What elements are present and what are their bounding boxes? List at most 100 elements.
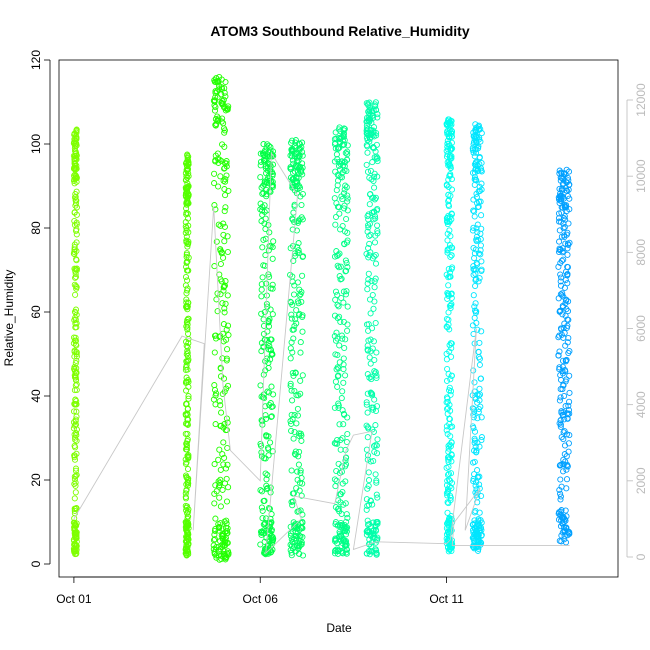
data-point xyxy=(297,339,304,346)
data-point xyxy=(183,186,190,193)
data-point xyxy=(473,142,480,149)
data-point xyxy=(220,321,227,328)
data-point xyxy=(474,326,481,333)
data-point xyxy=(343,184,350,191)
data-point xyxy=(217,402,224,409)
data-point xyxy=(476,473,483,480)
data-point xyxy=(366,240,373,247)
data-point xyxy=(476,250,483,257)
data-point xyxy=(267,356,274,363)
data-point xyxy=(370,305,377,312)
data-point xyxy=(557,325,565,332)
data-point xyxy=(268,535,275,542)
data-point xyxy=(215,221,222,228)
data-point xyxy=(447,172,454,179)
data-point xyxy=(70,334,78,341)
data-point xyxy=(444,489,451,496)
data-point xyxy=(555,334,562,341)
data-point xyxy=(257,541,264,548)
data-point xyxy=(183,444,190,451)
data-point xyxy=(212,78,219,85)
data-point xyxy=(374,534,381,541)
data-point xyxy=(370,124,378,131)
y2-tick-label: 6000 xyxy=(634,315,648,342)
data-point xyxy=(73,413,80,420)
data-point xyxy=(344,327,351,334)
data-point xyxy=(185,161,192,168)
data-point xyxy=(342,372,349,379)
data-point xyxy=(564,270,571,278)
data-point xyxy=(444,151,451,158)
data-point xyxy=(566,529,573,537)
data-point xyxy=(73,129,80,136)
data-point xyxy=(340,421,347,428)
data-point xyxy=(289,226,296,233)
data-point xyxy=(182,366,189,374)
data-point xyxy=(563,231,570,238)
data-point xyxy=(474,467,481,474)
data-point xyxy=(211,536,218,543)
data-point xyxy=(263,280,270,287)
data-point xyxy=(288,311,295,318)
data-point xyxy=(268,413,275,420)
data-point xyxy=(446,116,453,123)
data-point xyxy=(291,218,298,226)
data-point xyxy=(367,336,374,343)
data-point xyxy=(184,416,191,423)
data-point xyxy=(367,167,374,174)
data-point xyxy=(264,444,272,451)
data-point xyxy=(447,376,454,383)
data-point xyxy=(296,432,303,440)
data-point xyxy=(289,326,296,333)
data-point xyxy=(473,127,480,134)
data-point xyxy=(334,383,341,390)
data-point xyxy=(223,498,231,505)
data-point xyxy=(211,263,218,270)
data-point xyxy=(561,428,568,435)
data-point xyxy=(293,157,300,164)
data-point xyxy=(270,152,277,159)
data-point xyxy=(472,176,479,183)
data-point xyxy=(366,107,373,114)
data-point xyxy=(370,533,377,540)
data-point xyxy=(183,359,190,366)
data-point xyxy=(473,139,480,146)
data-point xyxy=(371,253,378,260)
data-point xyxy=(183,162,190,169)
data-point xyxy=(262,470,269,477)
data-point xyxy=(217,503,224,510)
data-point xyxy=(262,225,269,233)
data-point xyxy=(211,527,219,534)
data-point xyxy=(288,427,295,434)
data-point xyxy=(338,549,346,556)
data-point xyxy=(288,315,295,322)
data-point xyxy=(224,105,231,112)
series-points-10 xyxy=(555,166,573,546)
data-point xyxy=(372,194,379,201)
data-point xyxy=(287,355,294,362)
data-point xyxy=(341,125,348,132)
data-point xyxy=(369,406,376,413)
data-point xyxy=(447,146,455,153)
data-point xyxy=(449,423,456,430)
data-point xyxy=(363,496,370,503)
data-point xyxy=(294,476,301,483)
data-point xyxy=(445,265,452,273)
data-point xyxy=(363,127,371,134)
data-point xyxy=(555,248,563,256)
data-point xyxy=(73,267,80,274)
data-point xyxy=(471,458,478,465)
data-point xyxy=(369,392,376,399)
y-axis: 0 20 40 60 80 100 120 xyxy=(29,50,51,567)
data-point xyxy=(476,481,483,488)
data-point xyxy=(261,220,268,227)
data-point xyxy=(258,504,265,511)
data-point xyxy=(445,522,452,529)
data-point xyxy=(183,459,190,466)
data-point xyxy=(183,200,190,207)
data-point xyxy=(364,409,371,416)
data-point xyxy=(477,198,484,205)
data-point xyxy=(444,246,451,253)
data-point xyxy=(445,309,452,316)
data-point xyxy=(446,326,453,333)
